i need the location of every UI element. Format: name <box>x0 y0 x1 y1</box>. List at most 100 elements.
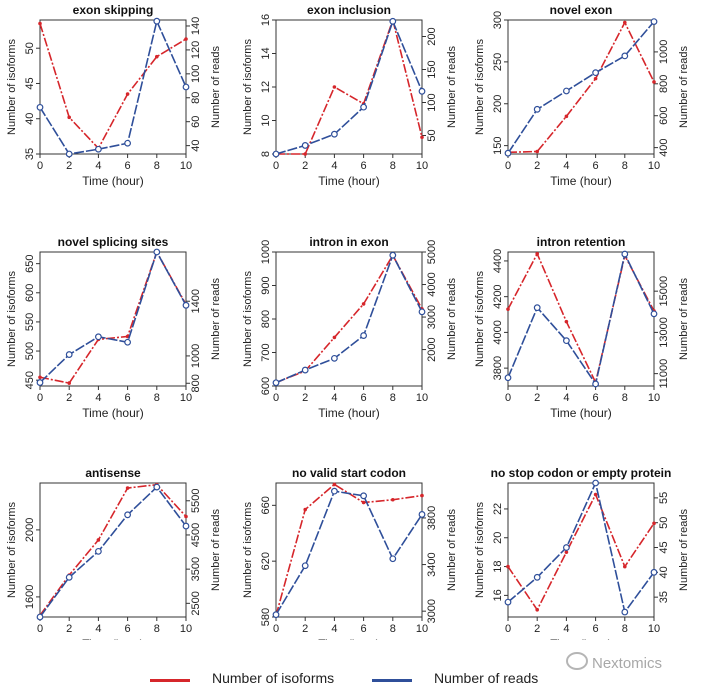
reads-point <box>592 380 599 388</box>
reads-point <box>621 608 629 616</box>
x-axis-label: Time (hour) <box>550 637 612 640</box>
y-right-tick-label: 100 <box>426 93 438 111</box>
isoforms-point <box>38 375 42 380</box>
reads-point <box>563 337 570 345</box>
y-right-tick-label: 11000 <box>658 359 670 389</box>
reads-point <box>36 613 44 621</box>
x-tick-label: 10 <box>416 160 428 172</box>
reads-point <box>621 52 629 60</box>
y-left-tick-label: 600 <box>24 284 36 302</box>
y-right-tick-label: 140 <box>190 17 202 35</box>
y-right-tick-label: 400 <box>658 138 670 156</box>
y-right-tick-label: 5000 <box>426 240 438 264</box>
chart-title: no valid start codon <box>292 466 406 480</box>
y-right-tick-label: 50 <box>658 517 670 529</box>
reads-point <box>533 573 541 581</box>
y-left-axis-label: Number of isoforms <box>474 271 486 367</box>
isoforms-point <box>303 152 308 156</box>
y-left-tick-label: 16 <box>492 589 504 601</box>
isoforms-point <box>593 76 598 81</box>
y-left-tick-label: 10 <box>260 114 272 126</box>
x-tick-label: 8 <box>154 160 160 172</box>
x-tick-label: 8 <box>390 392 396 404</box>
reads-line <box>507 21 655 154</box>
reads-point <box>360 103 368 111</box>
reads-point <box>124 139 131 147</box>
isoforms-line <box>276 17 423 155</box>
y-right-tick-label: 13000 <box>658 317 670 348</box>
isoforms-point <box>535 607 539 612</box>
y-right-tick-label: 120 <box>190 41 202 59</box>
y-left-tick-label: 16 <box>260 14 272 26</box>
y-right-tick-label: 800 <box>190 374 202 392</box>
reads-point <box>418 308 426 316</box>
isoforms-point <box>623 20 627 25</box>
reads-point <box>563 87 570 95</box>
y-right-tick-label: 3000 <box>426 305 438 329</box>
y-left-tick-label: 200 <box>492 95 504 113</box>
chart-title: novel splicing sites <box>58 235 169 249</box>
chart-panel: antisense 0 2 4 6 8 10 Time (hour) 1600 2000 Numbe… <box>6 466 222 640</box>
x-tick-label: 0 <box>37 392 43 404</box>
y-left-axis-label: Number of isoforms <box>242 39 254 135</box>
x-tick-label: 2 <box>66 160 72 172</box>
y-right-axis-label: Number of reads <box>210 46 222 128</box>
x-tick-label: 2 <box>66 623 72 635</box>
y-left-tick-label: 14 <box>260 47 272 59</box>
reads-point <box>331 354 338 362</box>
reads-point <box>301 142 309 149</box>
y-left-tick-label: 8 <box>260 151 272 157</box>
y-right-tick-label: 55 <box>658 492 670 504</box>
y-right-tick-label: 150 <box>426 60 438 78</box>
y-left-tick-label: 660 <box>260 496 272 514</box>
x-tick-label: 8 <box>622 623 628 635</box>
y-left-tick-label: 2000 <box>24 518 36 542</box>
legend-isoforms-label: Number of isoforms <box>212 670 335 686</box>
y-left-tick-label: 4000 <box>492 320 504 344</box>
x-tick-label: 4 <box>563 160 569 172</box>
isoforms-point <box>420 493 424 498</box>
y-left-tick-label: 150 <box>492 136 504 154</box>
isoforms-point <box>652 521 656 526</box>
plot-frame <box>507 251 655 387</box>
plot-frame <box>39 482 187 618</box>
y-right-tick-label: 3800 <box>426 506 438 530</box>
y-right-tick-label: 3500 <box>190 557 202 581</box>
reads-point <box>124 511 131 519</box>
reads-point <box>533 304 541 312</box>
y-left-tick-label: 300 <box>492 11 504 29</box>
x-axis-label: Time (hour) <box>318 637 380 640</box>
y-right-tick-label: 50 <box>426 129 438 141</box>
reads-point <box>301 366 309 374</box>
chart-title: novel exon <box>550 3 613 17</box>
plot-frame <box>507 482 655 618</box>
isoforms-line <box>275 253 423 384</box>
reads-point <box>389 251 397 259</box>
y-right-axis-label: Number of reads <box>446 509 458 591</box>
isoforms-point <box>125 486 130 490</box>
x-tick-label: 4 <box>95 392 101 404</box>
reads-point <box>504 598 512 606</box>
x-tick-label: 8 <box>154 392 160 404</box>
x-tick-label: 4 <box>331 392 337 404</box>
plot-frame <box>39 251 187 387</box>
chart-title: exon inclusion <box>307 3 391 17</box>
y-right-tick-label: 600 <box>658 107 670 125</box>
reads-point <box>36 103 44 111</box>
chart-panel: novel exon 0 2 4 6 8 10 Time (hour) 150 200 250 300… <box>474 3 690 188</box>
y-left-tick-label: 450 <box>24 371 36 389</box>
y-right-tick-label: 3000 <box>426 599 438 623</box>
reads-point <box>94 145 102 153</box>
chart-panel: intron retention 0 2 4 6 8 10 Time (hour) 3800 40… <box>474 235 690 420</box>
x-tick-label: 4 <box>331 623 337 635</box>
isoforms-point <box>155 54 159 59</box>
x-tick-label: 10 <box>180 392 192 404</box>
reads-line <box>507 480 655 614</box>
x-tick-label: 4 <box>95 623 101 635</box>
isoforms-point <box>332 85 337 89</box>
legend-reads-label: Number of reads <box>434 670 539 686</box>
y-right-tick-label: 200 <box>426 27 438 45</box>
y-right-tick-label: 2500 <box>190 591 202 615</box>
chart-panel: intron in exon 0 2 4 6 8 10 Time (hour) 600 700 80… <box>242 235 458 420</box>
reads-point <box>650 568 658 576</box>
